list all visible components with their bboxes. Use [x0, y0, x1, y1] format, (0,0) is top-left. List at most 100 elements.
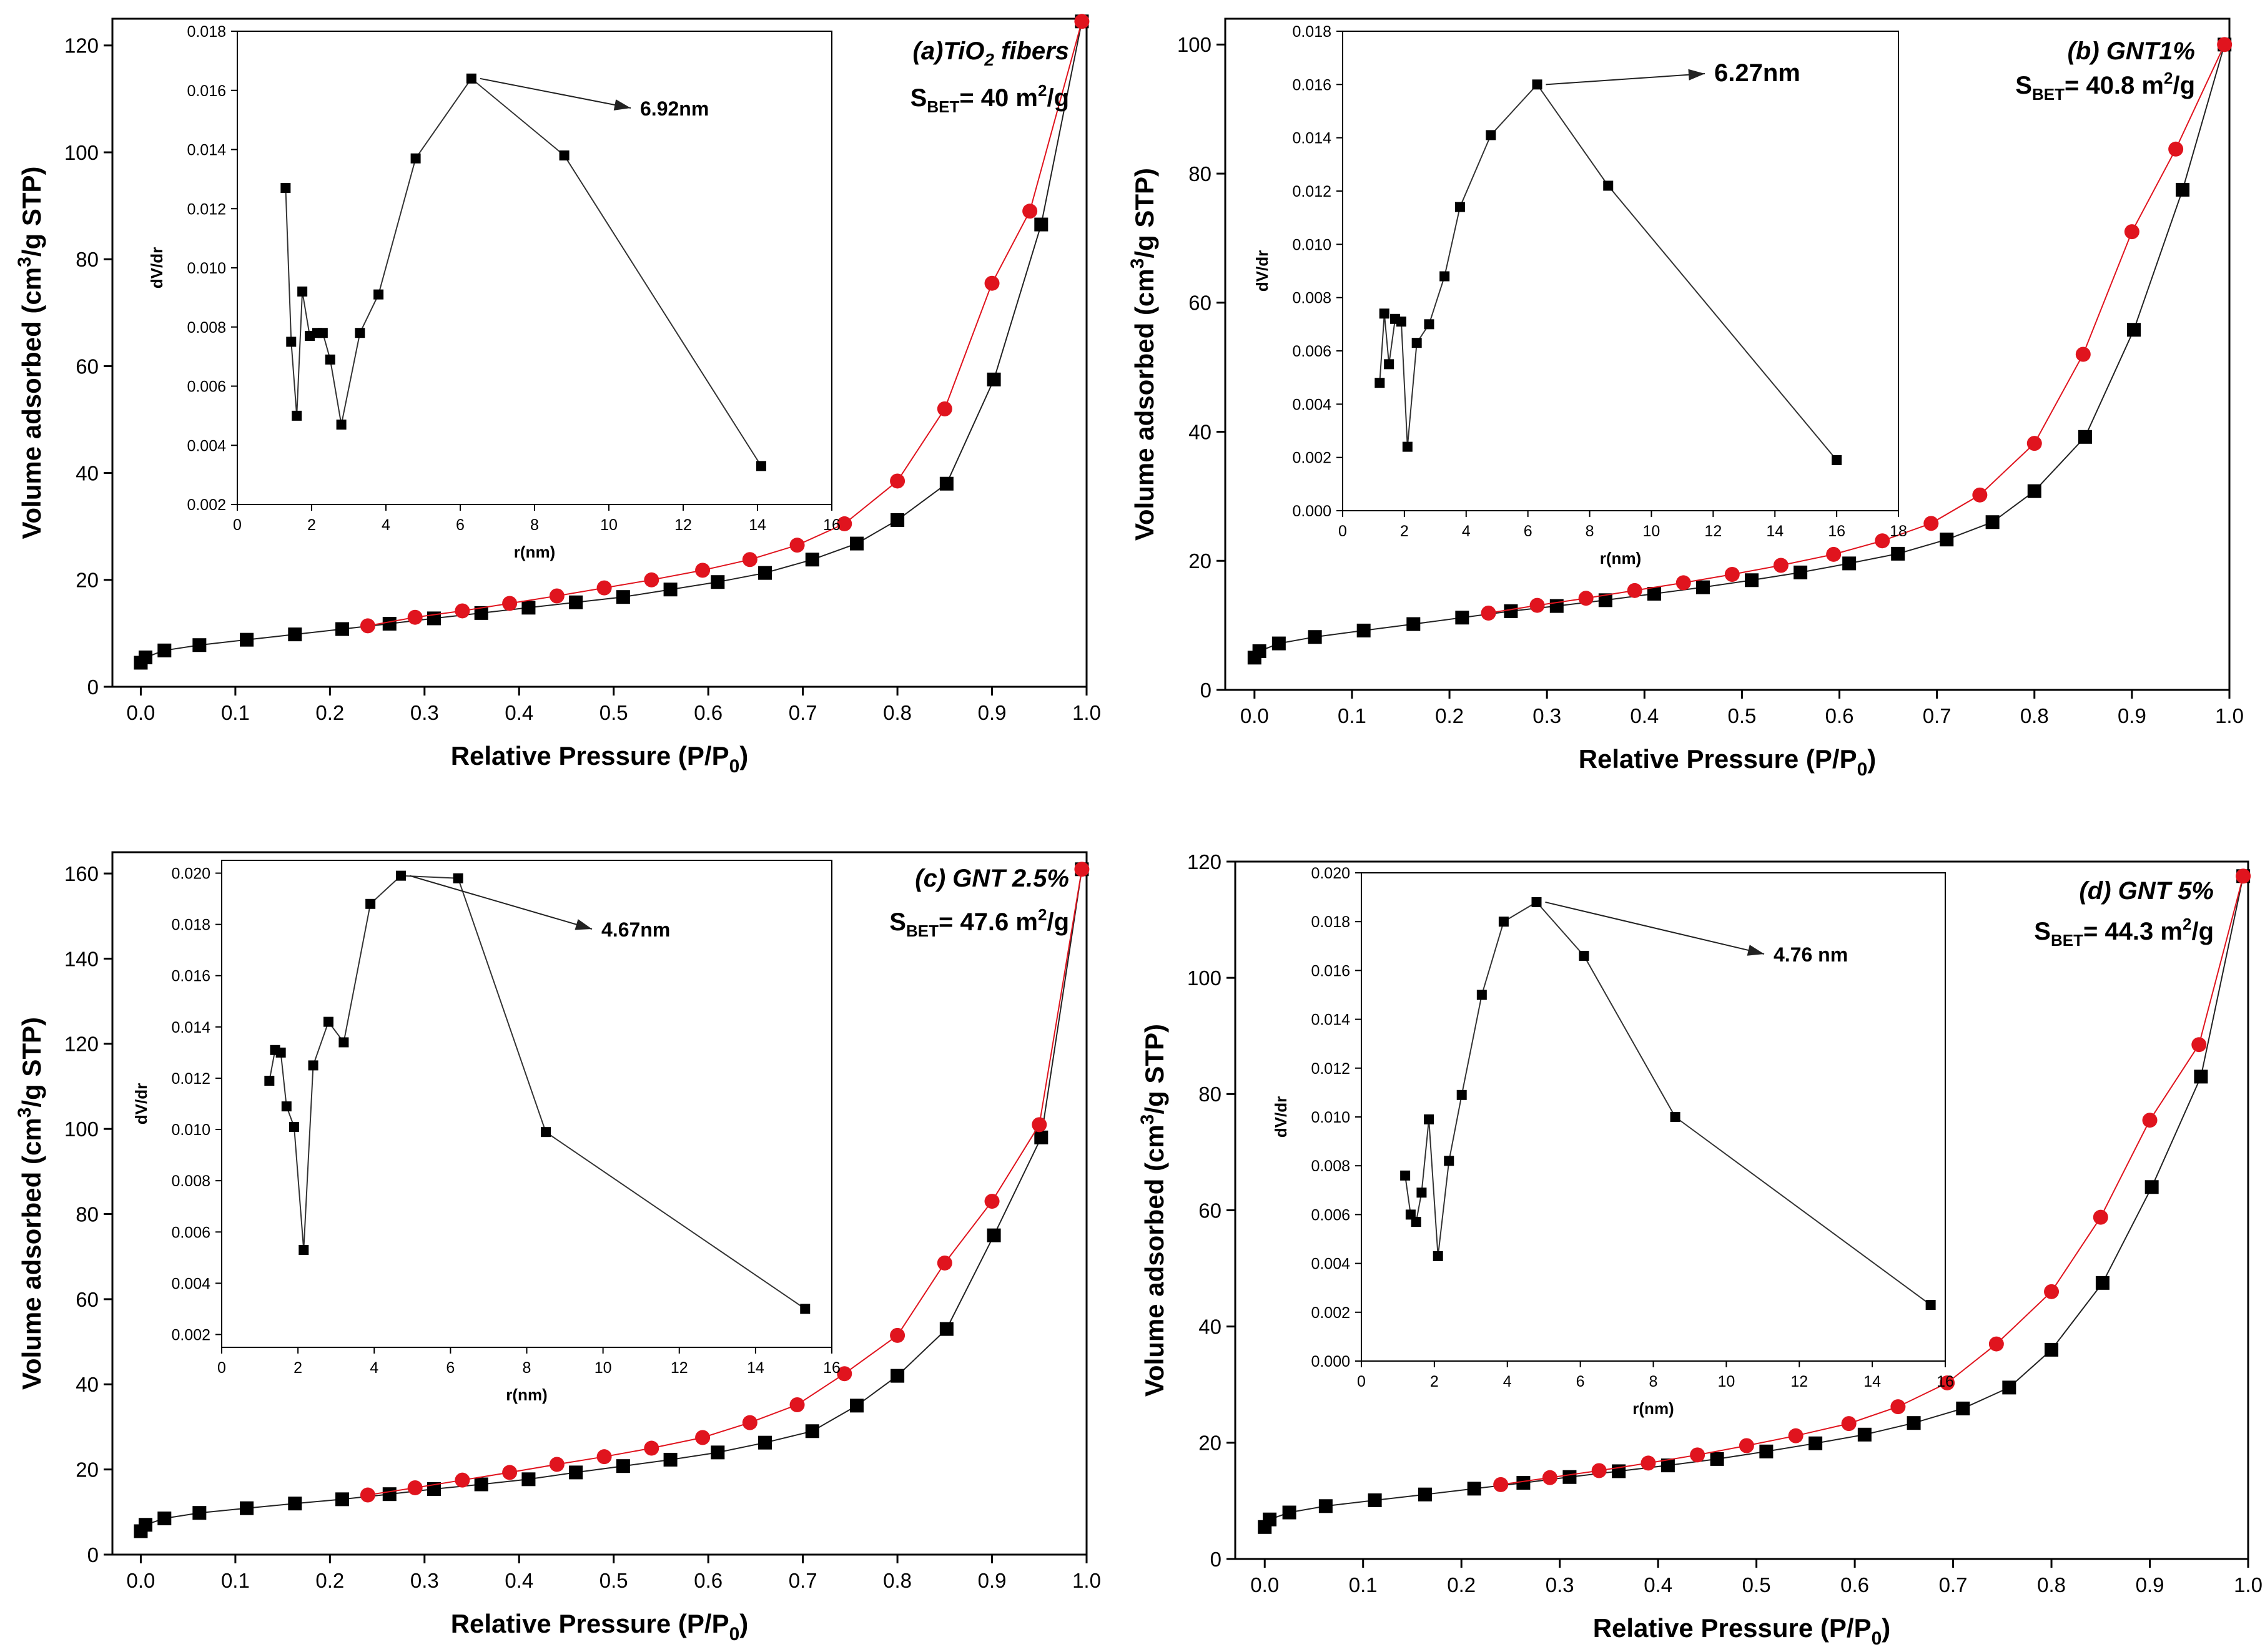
inset-point	[1532, 79, 1542, 90]
inset-point	[308, 1060, 318, 1071]
inset-x-tick-label: 14	[749, 516, 766, 534]
main-y-tick-label: 20	[1188, 549, 1211, 573]
inset-x-tick-label: 8	[530, 516, 539, 534]
isotherm-point-circle	[1988, 1336, 2004, 1352]
isotherm-point-circle	[407, 609, 423, 625]
isotherm-point-circle	[1890, 1399, 1906, 1415]
isotherm-point-square	[1504, 604, 1518, 618]
inset-y-tick-label: 0.012	[171, 1070, 210, 1088]
isotherm-point-square	[849, 1399, 864, 1413]
isotherm-point-circle	[1826, 546, 1842, 562]
isotherm-point-square	[939, 1322, 954, 1336]
main-x-tick-label: 0.6	[1840, 1573, 1869, 1596]
inset-x-tick-label: 16	[1937, 1373, 1954, 1390]
inset-x-tick-label: 14	[1863, 1373, 1881, 1390]
panel-label: (c) GNT 2.5%	[915, 865, 1069, 892]
main-x-tick-label: 0.0	[1250, 1573, 1279, 1596]
isotherm-point-circle	[984, 1194, 1000, 1209]
isotherm-point-square	[849, 536, 864, 551]
inset-point	[466, 73, 476, 84]
main-y-tick-label: 120	[64, 34, 99, 57]
main-y-tick-label: 100	[1187, 966, 1221, 990]
isotherm-point-square	[711, 1445, 725, 1460]
inset-y-tick-label: 0.004	[1311, 1256, 1350, 1273]
isotherm-point-circle	[455, 603, 470, 619]
isotherm-point-circle	[1032, 1117, 1047, 1133]
main-x-tick-label: 0.4	[1644, 1573, 1672, 1596]
main-y-tick-label: 140	[64, 947, 99, 970]
main-x-tick-label: 0.6	[694, 701, 723, 724]
inset-x-tick-label: 0	[1357, 1373, 1366, 1390]
inset-x-tick-label: 8	[523, 1359, 531, 1377]
inset-point	[280, 183, 291, 194]
isotherm-series-desorption-line	[1501, 876, 2244, 1485]
inset-point	[1416, 1187, 1427, 1198]
inset-point	[1531, 897, 1542, 907]
main-x-tick-label: 0.1	[1349, 1573, 1378, 1596]
isotherm-point-circle	[1875, 533, 1890, 549]
isotherm-point-square	[987, 1228, 1001, 1242]
inset-point	[1396, 317, 1406, 327]
main-y-tick-label: 20	[76, 569, 99, 592]
inset-y-tick-label: 0.000	[1311, 1353, 1350, 1370]
isotherm-point-square	[1516, 1476, 1531, 1490]
inset-point	[395, 870, 406, 881]
inset-point	[299, 1245, 309, 1255]
main-x-tick-label: 0.1	[221, 1569, 250, 1592]
inset-point	[1424, 319, 1434, 330]
isotherm-point-square	[758, 1435, 772, 1450]
inset-point	[1832, 455, 1842, 465]
isotherm-point-square	[2078, 430, 2092, 444]
main-x-tick-label: 0.0	[126, 1569, 155, 1592]
main-y-tick-label: 40	[76, 461, 99, 484]
main-x-tick-label: 1.0	[2234, 1573, 2263, 1596]
inset-point	[317, 328, 328, 338]
inset-y-tick-label: 0.016	[187, 82, 226, 100]
isotherm-point-circle	[742, 1415, 757, 1430]
main-y-tick-label: 100	[1177, 33, 1211, 56]
isotherm-point-square	[1695, 580, 1710, 594]
isotherm-series-desorption-line	[1488, 44, 2226, 614]
isotherm-point-square	[288, 1497, 302, 1511]
isotherm-point-square	[1467, 1482, 1481, 1496]
isotherm-point-square	[474, 1477, 488, 1492]
inset-point	[289, 1121, 300, 1132]
isotherm-point-square	[382, 616, 397, 631]
inset-x-axis-label: r(nm)	[506, 1385, 547, 1404]
main-x-tick-label: 0.0	[126, 701, 155, 724]
isotherm-point-circle	[1074, 14, 1090, 29]
inset-x-tick-label: 2	[294, 1359, 302, 1377]
isotherm-point-circle	[1675, 575, 1691, 591]
isotherm-series-desorption-line	[367, 21, 1083, 627]
isotherm-point-circle	[1641, 1455, 1656, 1471]
inset-point	[1454, 202, 1465, 212]
inset-point	[1670, 1112, 1680, 1122]
inset-y-axis-label: dV/dr	[1253, 250, 1271, 292]
isotherm-point-circle	[2124, 224, 2139, 240]
isotherm-point-square	[1282, 1505, 1296, 1520]
isotherm-point-square	[569, 595, 583, 609]
inset-point	[1456, 1089, 1467, 1100]
inset-point	[323, 1016, 333, 1027]
main-x-tick-label: 0.3	[1546, 1573, 1574, 1596]
main-y-tick-label: 80	[1198, 1083, 1221, 1106]
main-y-tick-label: 120	[64, 1033, 99, 1056]
isotherm-point-square	[1745, 573, 1759, 588]
inset-y-tick-label: 0.002	[1292, 450, 1331, 467]
inset-point	[453, 873, 463, 883]
isotherm-point-circle	[1923, 516, 1939, 531]
isotherm-point-square	[1418, 1487, 1432, 1502]
inset-point	[1411, 338, 1422, 348]
inset-plot-frame	[237, 31, 832, 505]
isotherm-point-square	[569, 1465, 583, 1480]
isotherm-point-circle	[2075, 347, 2091, 362]
inset-x-tick-label: 10	[1643, 523, 1661, 540]
inset-y-tick-label: 0.010	[1292, 236, 1331, 253]
isotherm-point-square	[521, 601, 536, 615]
inset-x-tick-label: 2	[1400, 523, 1409, 540]
main-x-tick-label: 0.8	[2020, 704, 2049, 727]
isotherm-point-square	[1940, 533, 1954, 547]
inset-x-tick-label: 14	[747, 1359, 764, 1377]
inset-x-axis-label: r(nm)	[1600, 549, 1641, 568]
inset-y-tick-label: 0.020	[171, 865, 210, 883]
